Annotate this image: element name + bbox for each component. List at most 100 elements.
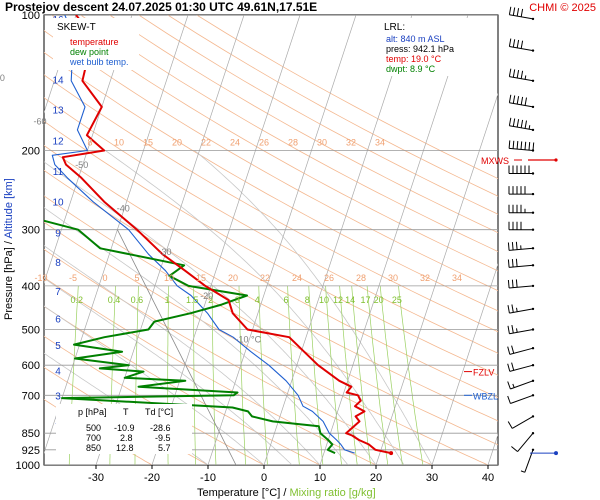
altitude-tick-label: 9 — [55, 228, 61, 239]
isotherm-label: -20 — [200, 291, 213, 301]
wind-barb-dot — [531, 432, 535, 435]
dry-adiabat-line — [109, 15, 498, 234]
table-header-td: Td [°C] — [145, 407, 173, 417]
wind-barb-feather — [507, 279, 510, 289]
altitude-tick-label: 4 — [55, 366, 61, 377]
adiabat-label: -5 — [69, 273, 77, 283]
pressure-tick-label: 300 — [22, 225, 40, 237]
wind-barb-feather — [507, 421, 513, 429]
mixing-ratio-label: 1 — [165, 295, 170, 305]
wind-barb-feather — [516, 96, 520, 105]
altitude-tick-label: 7 — [55, 287, 61, 298]
mixing-ratio-label: 2 — [208, 295, 213, 305]
altitude-tick-label: 3 — [55, 392, 61, 403]
adiabat-label: 30 — [388, 273, 398, 283]
mixing-ratio-label: 4 — [255, 295, 260, 305]
wind-barb-feather — [508, 38, 512, 47]
wind-barb-dot — [531, 379, 535, 382]
temperature-tick-label: 20 — [370, 472, 382, 484]
wind-barb — [508, 6, 535, 21]
wind-barb-dot — [531, 394, 535, 397]
wind-barb — [520, 448, 535, 473]
wind-barb-feather — [516, 39, 520, 48]
temperature-tick-label: 0 — [261, 472, 267, 484]
copyright: CHMI © 2025 — [529, 2, 596, 14]
altitude-tick-label: 11 — [53, 167, 64, 178]
wind-barb-dot — [531, 307, 535, 311]
wind-barb-feather — [512, 69, 516, 78]
lrl-temp: temp: 19.0 °C — [386, 54, 442, 64]
temperature-tick-label: -20 — [144, 472, 160, 484]
pressure-tick-label: 400 — [22, 281, 40, 293]
wind-barb-feather — [507, 242, 510, 251]
wind-barb-feather — [507, 395, 511, 404]
dry-adiabat-line — [44, 51, 498, 312]
wind-barb-feather — [524, 141, 527, 150]
adiabat-label: 26 — [324, 273, 334, 283]
wind-barb-feather — [512, 140, 515, 149]
mixing-ratio-label: 10 — [319, 295, 329, 305]
pressure-tick-label: 600 — [22, 360, 40, 372]
wind-barb-half-feather — [524, 75, 527, 80]
adiabat-label: 22 — [260, 273, 270, 283]
mixing-ratio-label: 8 — [305, 295, 310, 305]
wind-barb-feather — [520, 40, 524, 49]
reference-line — [117, 229, 237, 465]
wind-barb — [507, 279, 535, 289]
dry-adiabat-line — [44, 74, 498, 333]
wind-barb-dot — [531, 247, 535, 250]
wind-barb-feather — [508, 94, 512, 103]
wind-barb-dot — [531, 228, 535, 231]
wind-barb-half-feather — [516, 307, 518, 312]
temperature-tick-label: 40 — [482, 472, 494, 484]
wind-barb-half-feather — [516, 328, 518, 333]
wind-barb-feather — [511, 325, 514, 334]
isotherm-line — [44, 15, 189, 454]
isotherm-label: -50 — [75, 160, 88, 170]
wind-barb-dot — [531, 79, 535, 83]
adiabat-label: 24 — [230, 138, 240, 148]
legend-wetbulb: wet bulb temp. — [69, 57, 129, 67]
dewpoint-profile — [44, 219, 336, 455]
isotherm-label: -10 °C — [235, 334, 261, 344]
legend-dewpoint: dew point — [70, 47, 109, 57]
adiabat-label: 5 — [134, 273, 139, 283]
table-row-500-td: -28.6 — [150, 423, 171, 433]
wind-barb-feather — [524, 97, 527, 106]
pressure-tick-label: 850 — [22, 428, 40, 440]
wind-barb-dot — [531, 49, 535, 52]
wind-barb-feather — [515, 241, 518, 250]
isotherm-line — [44, 15, 133, 284]
altitude-tick-label: 6 — [55, 314, 61, 325]
pressure-tick-label: 200 — [22, 146, 40, 158]
isotherm-line — [544, 15, 600, 465]
wind-barb-feather — [520, 70, 524, 79]
wind-barb — [507, 241, 535, 251]
wind-barb-dot — [531, 328, 535, 331]
fzlv-marker-label: FZLV — [473, 368, 494, 378]
wind-barb-dot — [531, 415, 535, 418]
isotherm-line — [95, 15, 245, 465]
adiabat-label: 20 — [228, 273, 238, 283]
wind-barb-dot — [531, 149, 535, 152]
levels-table: p [hPa] T Td [°C] 500 -10.9 -28.6 700 2.… — [56, 404, 192, 454]
wind-barb-staff — [509, 147, 534, 151]
mixing-ratio-label: 1.5 — [186, 295, 199, 305]
table-row-700-td: -9.5 — [155, 433, 171, 443]
table-row-700-t: 2.8 — [120, 433, 133, 443]
isotherm-line — [375, 92, 498, 465]
wind-barb-feather — [511, 242, 514, 251]
wind-barb-feather — [515, 279, 518, 288]
temperature-tick-label: -10 — [200, 472, 216, 484]
wind-barb-feather — [528, 142, 531, 151]
wind-barb-feather — [532, 142, 535, 151]
launch-point — [389, 451, 394, 456]
wind-barb-feather — [507, 346, 511, 355]
pressure-tick-label: 500 — [22, 325, 40, 337]
wind-barb-staff — [509, 329, 534, 335]
wind-barb-dot — [531, 364, 535, 367]
adiabat-label: 10 — [114, 138, 124, 148]
wind-barb-feather — [516, 141, 519, 150]
altitude-tick-label: 13 — [52, 105, 64, 116]
mixing-ratio-label: 0.6 — [131, 295, 144, 305]
